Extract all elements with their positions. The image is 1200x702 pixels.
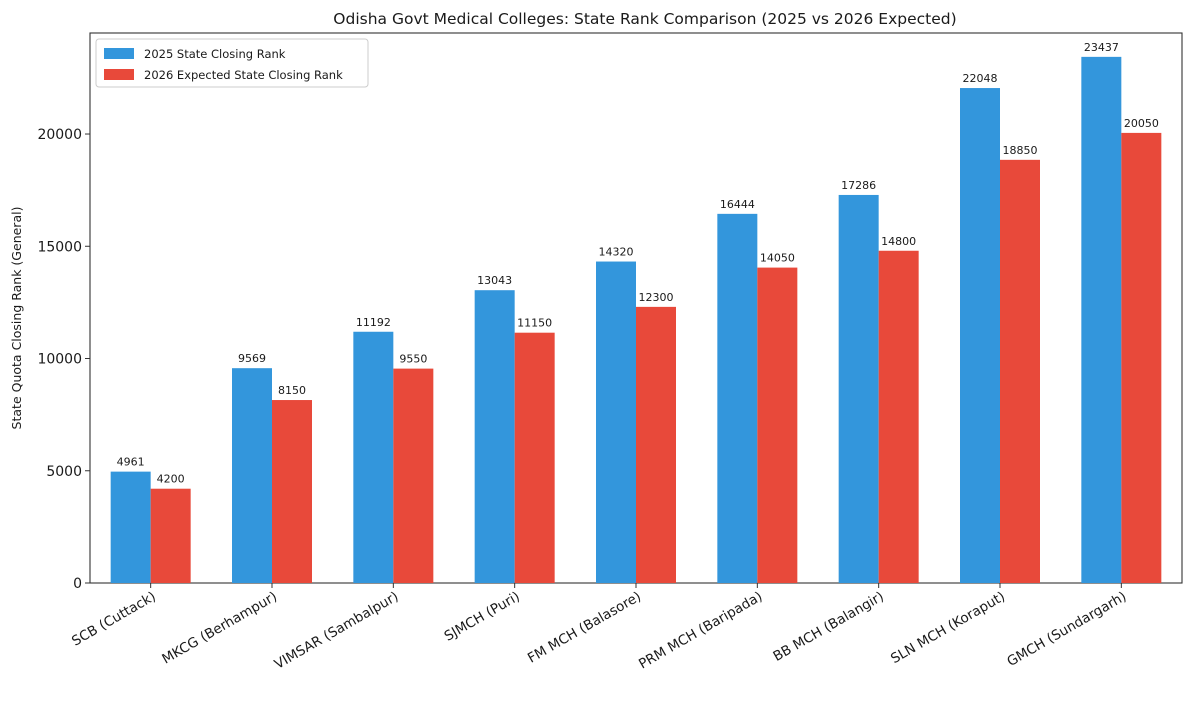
x-tick-label: MKCG (Berhampur): [159, 589, 280, 668]
x-tick-label: PRM MCH (Baripada): [636, 589, 765, 673]
legend-swatch-2026: [104, 69, 134, 80]
bar-2026: [514, 332, 555, 583]
bar-data-label: 20050: [1124, 117, 1159, 130]
bar-2026: [393, 368, 434, 583]
bar-data-label: 14320: [599, 246, 634, 259]
y-tick-label: 0: [73, 576, 82, 592]
bar-2026: [757, 267, 798, 583]
bar-2026: [1000, 159, 1040, 583]
bar-data-label: 13043: [477, 274, 512, 287]
bar-data-label: 11150: [517, 317, 552, 330]
x-tick-label: GMCH (Sundargarh): [1004, 589, 1129, 670]
legend-swatch-2025: [104, 48, 134, 59]
bar-data-label: 8150: [278, 384, 306, 397]
bar-2025: [960, 88, 1000, 584]
bar-2025: [596, 261, 636, 583]
bar-2025: [1081, 56, 1122, 583]
bar-2026: [636, 306, 676, 583]
bar-data-label: 14800: [881, 235, 916, 248]
y-tick-label: 15000: [37, 239, 82, 255]
legend-label-2026: 2026 Expected State Closing Rank: [144, 68, 343, 82]
y-axis-label: State Quota Closing Rank (General): [9, 207, 24, 430]
chart-title: Odisha Govt Medical Colleges: State Rank…: [333, 10, 956, 28]
bar-2025: [110, 471, 151, 583]
bar-2025: [838, 194, 879, 583]
bar-data-label: 4200: [157, 473, 185, 486]
y-tick-label: 10000: [37, 352, 82, 368]
x-tick-label: BB MCH (Balangir): [771, 589, 887, 665]
bar-2025: [232, 368, 272, 583]
plot-area: 0 5000 10000 15000 20000 4961 4200 SCB (Cuttack…: [37, 32, 1183, 673]
bar-2025: [353, 331, 394, 583]
x-tick-label: SCB (Cuttack): [69, 589, 159, 650]
bar-data-label: 18850: [1003, 144, 1038, 157]
x-tick-label: SLN MCH (Koraput): [888, 589, 1008, 667]
bar-data-label: 17286: [841, 179, 876, 192]
bar-data-label: 16444: [720, 198, 755, 211]
legend-box: [95, 38, 369, 88]
bar-2026: [878, 250, 919, 583]
bar-data-label: 22048: [963, 72, 998, 85]
bar-data-label: 11192: [356, 316, 391, 329]
y-tick-label: 5000: [46, 464, 82, 480]
bar-data-label: 23437: [1084, 41, 1119, 54]
x-tick-label: FM MCH (Balasore): [525, 589, 644, 667]
bar-data-label: 4961: [117, 456, 145, 469]
bar-data-label: 9569: [238, 352, 266, 365]
bar-data-label: 12300: [639, 291, 674, 304]
legend: 2025 State Closing Rank 2026 Expected Sta…: [95, 38, 369, 88]
x-tick-label: VIMSAR (Sambalpur): [272, 589, 402, 673]
x-tick-label: SJMCH (Puri): [442, 589, 523, 645]
bar-2026: [150, 488, 191, 583]
bar-2026: [1121, 132, 1162, 584]
y-tick-label: 20000: [37, 127, 82, 143]
bar-data-label: 14050: [760, 252, 795, 265]
bar-2026: [272, 400, 312, 583]
bar-2025: [717, 213, 758, 583]
bar-data-label: 9550: [399, 353, 427, 366]
bar-2025: [474, 290, 515, 583]
legend-label-2025: 2025 State Closing Rank: [144, 47, 286, 61]
